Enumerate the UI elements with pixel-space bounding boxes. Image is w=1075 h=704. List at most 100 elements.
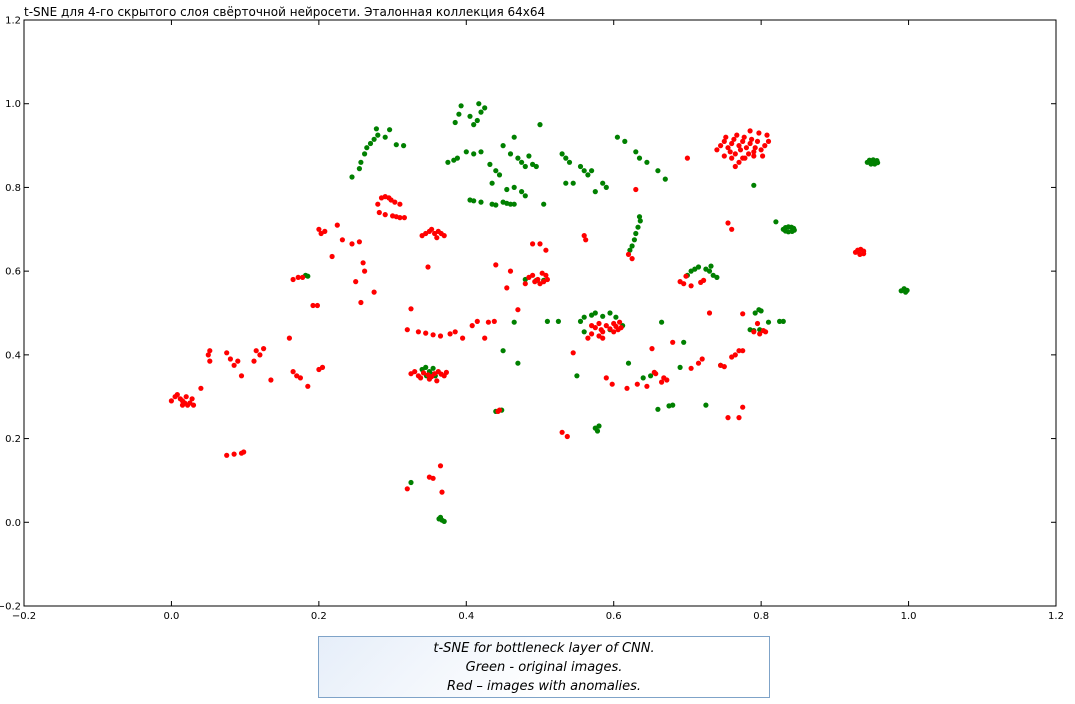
scatter-point-s0-27 — [478, 149, 484, 155]
scatter-point-s1-123 — [544, 276, 551, 283]
scatter-point-s1-40 — [310, 302, 316, 309]
scatter-point-s0-15 — [454, 155, 460, 161]
scatter-point-s1-112 — [507, 268, 514, 274]
scatter-point-s1-103 — [443, 369, 449, 375]
scatter-point-s1-80 — [415, 329, 421, 335]
scatter-point-s1-55 — [375, 201, 381, 207]
x-tick-label-3: 0.4 — [458, 611, 474, 622]
scatter-point-s1-203 — [732, 151, 738, 157]
scatter-point-s0-170 — [437, 514, 444, 520]
x-tick-label-1: 0.0 — [163, 611, 179, 622]
scatter-point-s1-218 — [758, 147, 764, 153]
scatter-point-s1-214 — [751, 149, 757, 155]
scatter-point-s0-76 — [637, 218, 643, 224]
scatter-point-s0-45 — [522, 163, 528, 170]
scatter-point-s1-213 — [749, 136, 755, 142]
scatter-chart: t-SNE для 4-го скрытого слоя свёрточной … — [0, 5, 1064, 622]
scatter-point-s1-210 — [743, 145, 750, 151]
scatter-point-s0-61 — [581, 168, 587, 174]
scatter-point-s0-22 — [478, 109, 484, 115]
scatter-point-s1-189 — [751, 329, 757, 335]
scatter-point-s1-116 — [530, 272, 536, 278]
scatter-point-s1-137 — [596, 320, 602, 327]
scatter-point-s0-49 — [504, 186, 510, 193]
scatter-point-s0-36 — [511, 201, 517, 207]
scatter-point-s1-23 — [257, 352, 263, 358]
scatter-point-s0-13 — [445, 159, 451, 165]
scatter-point-s1-54 — [371, 289, 377, 295]
scatter-point-s1-19 — [235, 358, 241, 364]
scatter-point-s1-83 — [437, 333, 444, 339]
scatter-point-s0-74 — [662, 176, 668, 182]
scatter-point-s1-136 — [592, 325, 598, 331]
scatter-point-s0-20 — [471, 122, 477, 128]
scatter-point-s1-25 — [268, 377, 274, 383]
scatter-point-s1-132 — [581, 233, 587, 239]
scatter-point-s1-146 — [618, 325, 624, 331]
scatter-point-s1-46 — [334, 222, 340, 228]
plot-area-frame — [23, 19, 1057, 607]
scatter-point-s1-220 — [762, 143, 768, 149]
scatter-point-s1-139 — [600, 329, 606, 335]
scatter-point-s1-223 — [736, 159, 742, 165]
scatter-point-s0-64 — [592, 189, 598, 195]
scatter-point-s1-76 — [441, 233, 447, 239]
scatter-point-s1-217 — [756, 130, 762, 136]
scatter-point-s1-34 — [305, 383, 311, 389]
scatter-point-s1-67 — [401, 215, 407, 221]
scatter-point-s0-90 — [708, 263, 714, 269]
scatter-point-s1-18 — [231, 362, 237, 368]
scatter-point-s1-27 — [231, 451, 237, 457]
scatter-point-s0-127 — [430, 365, 436, 371]
scatter-point-s1-155 — [625, 251, 632, 257]
scatter-point-s1-38 — [295, 274, 301, 280]
scatter-point-s1-114 — [522, 281, 528, 287]
scatter-point-s1-193 — [763, 329, 769, 335]
scatter-point-s0-96 — [777, 318, 783, 324]
y-tick-label-3: 0.4 — [5, 350, 21, 361]
scatter-point-s0-43 — [515, 155, 521, 161]
scatter-point-s0-166 — [408, 479, 414, 486]
scatter-point-s0-136 — [607, 310, 613, 316]
scatter-point-s1-22 — [253, 348, 259, 354]
scatter-point-s0-48 — [533, 163, 539, 170]
scatter-point-s1-47 — [339, 237, 345, 243]
scatter-point-s1-186 — [732, 352, 738, 358]
scatter-point-s1-29 — [241, 449, 247, 455]
y-tick-label-5: 0.8 — [5, 183, 21, 194]
scatter-point-s1-124 — [515, 307, 521, 313]
scatter-point-s1-129 — [564, 433, 570, 440]
scatter-point-s0-169 — [441, 518, 447, 525]
scatter-point-s1-39 — [300, 274, 306, 280]
scatter-point-s0-137 — [613, 314, 619, 320]
scatter-point-s0-3 — [362, 151, 368, 157]
scatter-point-s1-6 — [183, 394, 189, 400]
scatter-point-s0-161 — [681, 339, 687, 345]
scatter-point-s0-116 — [872, 161, 878, 167]
scatter-point-s1-17 — [227, 356, 233, 362]
scatter-point-s0-63 — [589, 168, 595, 174]
scatter-point-s1-48 — [349, 241, 355, 247]
x-tick-label-5: 0.8 — [753, 611, 769, 622]
x-tick-label-4: 0.6 — [606, 611, 622, 622]
scatter-point-s0-110 — [782, 228, 789, 234]
scatter-point-s0-26 — [471, 151, 477, 157]
scatter-point-s0-70 — [633, 149, 639, 155]
scatter-point-s1-145 — [617, 319, 623, 325]
scatter-point-s1-44 — [322, 228, 328, 234]
scatter-point-s0-40 — [500, 143, 506, 149]
scatter-point-s1-180 — [725, 415, 731, 421]
scatter-point-s1-71 — [429, 226, 435, 232]
scatter-point-s1-26 — [224, 452, 230, 458]
scatter-point-s0-56 — [559, 151, 565, 157]
scatter-point-s1-182 — [729, 226, 735, 232]
scatter-point-s0-68 — [614, 134, 621, 140]
scatter-point-s0-154 — [640, 375, 646, 381]
y-tick-label-6: 1.0 — [5, 99, 21, 110]
scatter-point-s1-208 — [741, 134, 747, 140]
scatter-point-s1-212 — [747, 140, 753, 147]
scatter-point-s0-149 — [574, 373, 580, 379]
scatter-point-s1-156 — [629, 256, 635, 262]
scatter-point-s1-108 — [437, 463, 444, 469]
scatter-point-s1-95 — [418, 375, 424, 381]
